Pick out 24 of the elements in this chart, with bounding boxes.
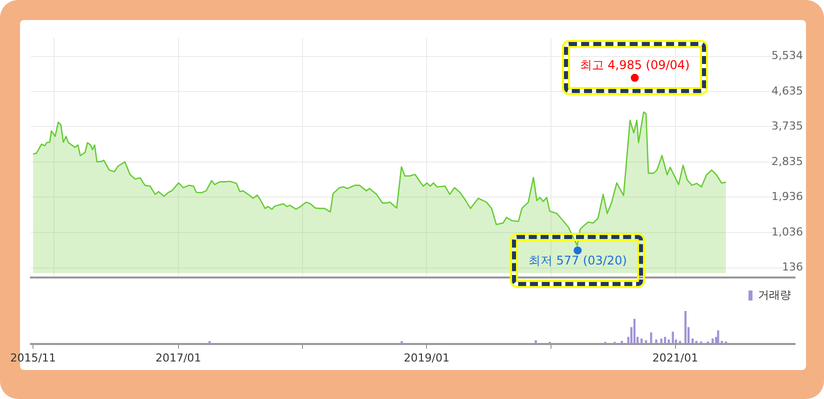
annotation: 최고 4,985 (09/04) xyxy=(580,58,690,72)
bar xyxy=(712,338,714,344)
annotation: 최저 577 (03/20) xyxy=(528,254,627,268)
y-tick-label: 1,036 xyxy=(772,225,803,238)
bar xyxy=(644,340,648,344)
y-tick-label: 1,936 xyxy=(772,190,803,204)
legend-label: 거래량 xyxy=(758,288,791,302)
bar xyxy=(655,340,658,344)
x-tick-label: 2021/01 xyxy=(652,351,698,364)
bar xyxy=(400,341,403,344)
x-tick-label: 2019/01 xyxy=(404,351,450,364)
bar xyxy=(633,318,636,344)
y-tick-label: 2,835 xyxy=(772,154,803,168)
y-tick-label: 5,534 xyxy=(772,49,803,62)
x-tick-label: 2017/01 xyxy=(155,351,202,364)
bar xyxy=(668,340,670,344)
bar xyxy=(660,338,662,344)
bar xyxy=(534,340,537,344)
bar xyxy=(672,332,674,344)
y-tick-label: 136 xyxy=(782,260,803,274)
y-tick-label: 3,735 xyxy=(772,120,803,133)
bar xyxy=(717,330,720,344)
bar xyxy=(684,311,687,344)
y-tick-label: 4,635 xyxy=(772,84,803,98)
